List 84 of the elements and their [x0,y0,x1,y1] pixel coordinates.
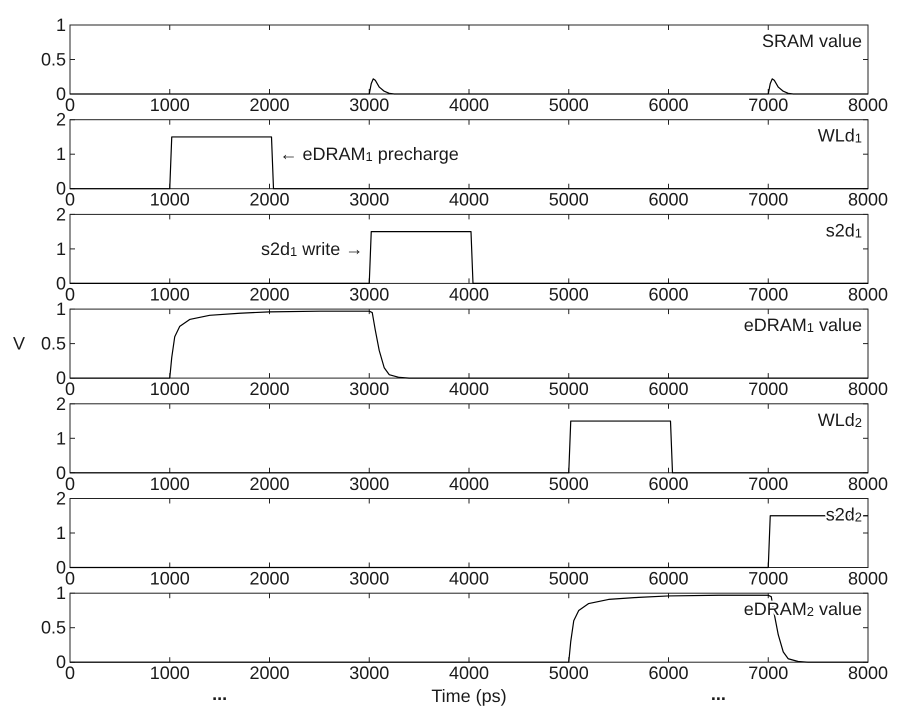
x-tick-label: 7000 [748,568,788,588]
y-tick-label: 1 [56,583,66,604]
x-tick-label: 1000 [150,474,190,494]
x-tick-label: 7000 [748,190,788,210]
text: ... [212,684,228,704]
y-tick-label: 1 [56,428,66,448]
x-tick-label: 7000 [748,379,788,400]
x-tick-label: 8000 [848,474,888,494]
x-tick-label: 8000 [848,190,888,210]
annotation: s2d1 write → [260,238,364,260]
y-axis-title: V [12,334,25,354]
y-tick-label: 2 [56,488,66,508]
x-tick-label: 3000 [349,379,390,400]
x-tick-label: 2000 [249,95,290,115]
annotation: SRAM value [762,31,862,51]
x-tick-label: 6000 [648,379,689,400]
x-tick-label: 5000 [548,568,589,588]
x-tick-label: 6000 [648,568,689,588]
x-tick-label: 2000 [249,379,290,400]
x-tick-label: 8000 [848,663,888,684]
x-tick-label: 3000 [349,284,390,304]
x-tick-label: 5000 [548,190,589,210]
x-tick-label: 2000 [249,568,290,588]
annotation: WLd1 [818,126,862,146]
y-tick-label: 1 [56,15,66,35]
x-tick-label: 2000 [249,474,290,494]
y-tick-label: 1 [56,523,66,543]
x-tick-label: 6000 [648,190,689,210]
x-tick-label: 6000 [648,663,689,684]
line-series [69,310,869,379]
x-tick-label: 1000 [150,190,190,210]
x-tick-label: 8000 [848,284,888,304]
x-tick-label: 4000 [448,95,490,115]
x-tick-label: 2000 [249,190,290,210]
x-tick-label: 3000 [349,190,390,210]
x-tick-label: 1000 [150,95,190,115]
x-tick-label: 7000 [748,95,788,115]
y-tick-label: 1 [56,144,66,164]
x-tick-label: 1000 [150,284,190,304]
x-tick-label: 1000 [150,663,190,684]
x-tick-label: 5000 [548,663,589,684]
x-tick-label: 4000 [448,663,490,684]
x-tick-label: 8000 [848,95,888,115]
x-tick-label: 2000 [249,284,290,304]
x-tick-label: 8000 [848,568,888,588]
y-tick-label: 0.5 [40,618,66,638]
annotation: ← eDRAM1 precharge [279,144,459,164]
x-tick-label: 8000 [848,379,888,400]
x-tick-label: 5000 [548,379,589,400]
x-tick-label: 3000 [349,568,390,588]
x-tick-label: 5000 [548,284,589,304]
x-tick-label: 6000 [648,95,689,115]
y-tick-label: 2 [56,204,66,224]
x-tick-label: 2000 [249,663,290,684]
x-tick-label: 3000 [349,663,390,684]
x-tick-label: 4000 [448,284,490,304]
x-axis-title: Time (ps) [431,686,507,706]
x-tick-label: 7000 [748,663,788,684]
y-tick-label: 2 [56,110,66,130]
y-tick-label: 1 [56,238,66,259]
annotation: eDRAM1 value [744,315,862,336]
x-tick-label: 1000 [150,379,190,400]
y-tick-label: 2 [56,394,66,414]
y-tick-label: 0.5 [40,334,66,354]
x-tick-label: 6000 [648,284,689,304]
x-tick-label: 7000 [748,474,788,494]
x-tick-label: 3000 [349,95,390,115]
x-tick-label: 3000 [349,474,390,494]
annotation: WLd2 [818,410,862,430]
text: ... [710,684,726,704]
line-series [69,594,869,663]
y-tick-label: 0.5 [40,50,66,70]
y-tick-label: 1 [56,299,66,320]
x-tick-label: 4000 [448,379,490,400]
x-tick-label: 5000 [548,95,589,115]
x-tick-label: 4000 [448,190,490,210]
annotation: s2d1 [826,220,862,241]
x-tick-label: 1000 [150,568,190,588]
x-tick-label: 5000 [548,474,589,494]
x-tick-label: 6000 [648,474,689,494]
x-tick-label: 4000 [448,474,490,494]
line-series [69,78,869,95]
x-tick-label: 4000 [448,568,490,588]
x-tick-label: 7000 [748,284,788,304]
